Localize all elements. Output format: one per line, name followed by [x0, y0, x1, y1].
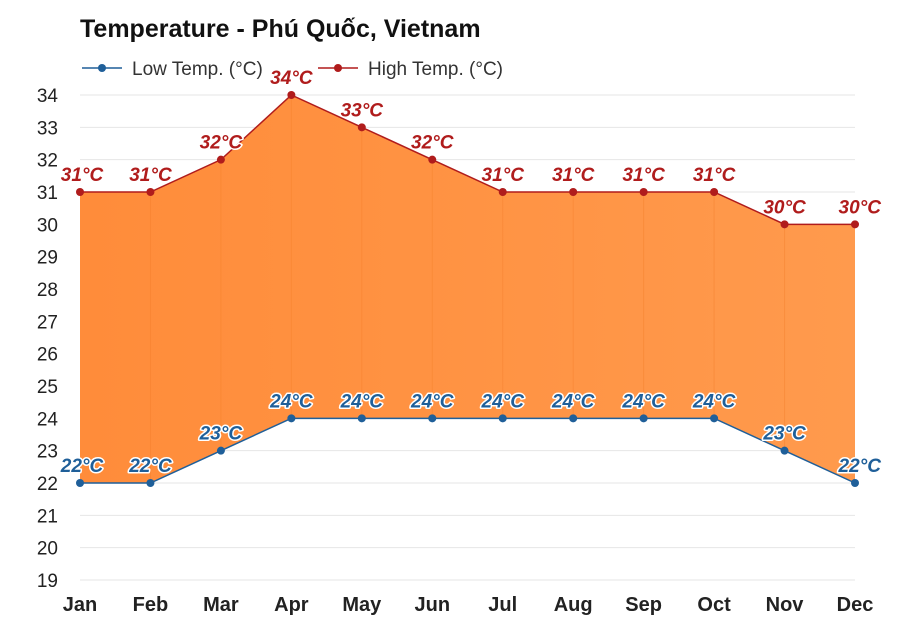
low-temp-point[interactable]: [428, 414, 437, 423]
high-temp-point[interactable]: [569, 188, 578, 196]
legend-high-marker: [334, 64, 342, 72]
y-tick-label: 30: [37, 215, 58, 236]
low-temp-data-label: 24°C: [692, 391, 736, 412]
high-temp-point[interactable]: [287, 91, 296, 99]
y-axis: 19 20 21 22 23 24 25 26 27 28 29 30 31 32 33 34: [37, 86, 59, 592]
y-tick-label: 29: [37, 248, 58, 269]
x-tick-label: Jul: [488, 594, 517, 616]
series-lines: [80, 94, 856, 484]
y-tick-label: 33: [37, 118, 58, 139]
legend-low-marker: [98, 64, 106, 72]
low-temp-point[interactable]: [76, 479, 84, 487]
x-tick-label: Apr: [274, 594, 309, 616]
high-temp-data-label: 34°C: [270, 68, 313, 89]
high-temp-point[interactable]: [498, 188, 507, 196]
high-temp-data-label: 31°C: [693, 165, 736, 186]
low-temp-data-label: 24°C: [269, 391, 313, 412]
high-temp-point[interactable]: [76, 188, 84, 196]
low-temp-point[interactable]: [357, 414, 366, 423]
low-temp-point[interactable]: [639, 414, 648, 423]
x-tick-label: Aug: [554, 594, 593, 616]
high-temp-data-label: 31°C: [622, 165, 665, 186]
y-tick-label: 19: [37, 571, 58, 592]
legend: Low Temp. (°C) High Temp. (°C): [82, 59, 503, 80]
low-temp-data-label: 24°C: [481, 391, 525, 412]
high-temp-point[interactable]: [710, 188, 719, 196]
x-tick-label: May: [342, 594, 382, 616]
y-tick-label: 28: [37, 280, 58, 301]
low-temp-point[interactable]: [216, 446, 225, 455]
low-temp-data-label: 24°C: [551, 391, 595, 412]
high-temp-point[interactable]: [357, 123, 366, 132]
low-temp-line: [80, 417, 856, 484]
series-points: [76, 91, 859, 487]
high-temp-line: [80, 94, 855, 226]
high-temp-data-label: 31°C: [482, 165, 525, 186]
low-temp-point[interactable]: [710, 414, 719, 423]
high-temp-data-label: 31°C: [61, 165, 104, 186]
y-tick-label: 31: [37, 183, 58, 204]
chart-title: Temperature - Phú Quốc, Vietnam: [80, 15, 481, 43]
high-temp-data-label: 31°C: [129, 165, 172, 186]
data-labels: 22°C 22°C 23°C 24°C 24°C 24°C 24°C 24°C 24°C 24°C…: [58, 67, 883, 479]
legend-item-low[interactable]: Low Temp. (°C): [82, 59, 263, 80]
y-tick-label: 21: [37, 506, 58, 527]
x-tick-label: Dec: [837, 594, 874, 616]
range-fill: [80, 95, 855, 483]
temperature-range-area: [80, 95, 855, 483]
y-tick-label: 23: [37, 442, 58, 463]
low-temp-data-label: 22°C: [838, 456, 882, 477]
high-temp-point[interactable]: [146, 188, 155, 196]
high-temp-point[interactable]: [216, 155, 225, 164]
high-temp-data-label: 32°C: [200, 133, 243, 154]
x-tick-label: Mar: [203, 594, 239, 616]
low-temp-point[interactable]: [851, 479, 859, 487]
low-temp-point[interactable]: [146, 479, 155, 487]
x-axis: Jan Feb Mar Apr May Jun Jul Aug Sep Oct Nov Dec: [63, 594, 874, 616]
high-temp-data-label: 32°C: [411, 133, 454, 154]
high-temp-data-label: 33°C: [341, 100, 384, 121]
x-tick-label: Sep: [625, 594, 662, 616]
legend-high-label: High Temp. (°C): [368, 59, 503, 80]
y-tick-label: 27: [37, 312, 58, 333]
low-temp-data-label: 23°C: [762, 424, 806, 445]
low-temp-data-label: 24°C: [340, 391, 384, 412]
low-temp-point[interactable]: [498, 414, 507, 423]
y-tick-label: 20: [37, 539, 58, 560]
y-tick-label: 22: [37, 474, 58, 495]
y-tick-label: 34: [37, 86, 59, 107]
high-temp-point[interactable]: [780, 220, 789, 229]
y-tick-label: 26: [37, 345, 58, 366]
high-temp-data-label: 31°C: [552, 165, 595, 186]
y-tick-label: 32: [37, 151, 58, 172]
legend-item-high[interactable]: High Temp. (°C): [318, 59, 503, 80]
x-tick-label: Nov: [766, 594, 805, 616]
high-temp-data-label: 30°C: [839, 197, 882, 218]
low-temp-point[interactable]: [569, 414, 578, 423]
high-temp-data-label: 30°C: [763, 197, 806, 218]
high-temp-point[interactable]: [639, 188, 648, 196]
low-temp-data-label: 23°C: [199, 424, 243, 445]
x-tick-label: Oct: [697, 594, 731, 616]
y-tick-label: 25: [37, 377, 58, 398]
low-temp-point[interactable]: [780, 446, 789, 455]
x-tick-label: Jun: [414, 594, 450, 616]
x-tick-label: Jan: [63, 594, 97, 616]
high-temp-point[interactable]: [851, 220, 859, 229]
low-temp-point[interactable]: [287, 414, 296, 423]
x-tick-label: Feb: [133, 594, 169, 616]
high-temp-point[interactable]: [428, 155, 437, 164]
legend-low-label: Low Temp. (°C): [132, 59, 263, 80]
low-temp-data-label: 22°C: [128, 456, 172, 477]
low-temp-data-label: 24°C: [621, 391, 665, 412]
low-temp-data-label: 22°C: [60, 456, 104, 477]
low-temp-data-label: 24°C: [410, 391, 454, 412]
y-tick-label: 24: [37, 409, 59, 430]
